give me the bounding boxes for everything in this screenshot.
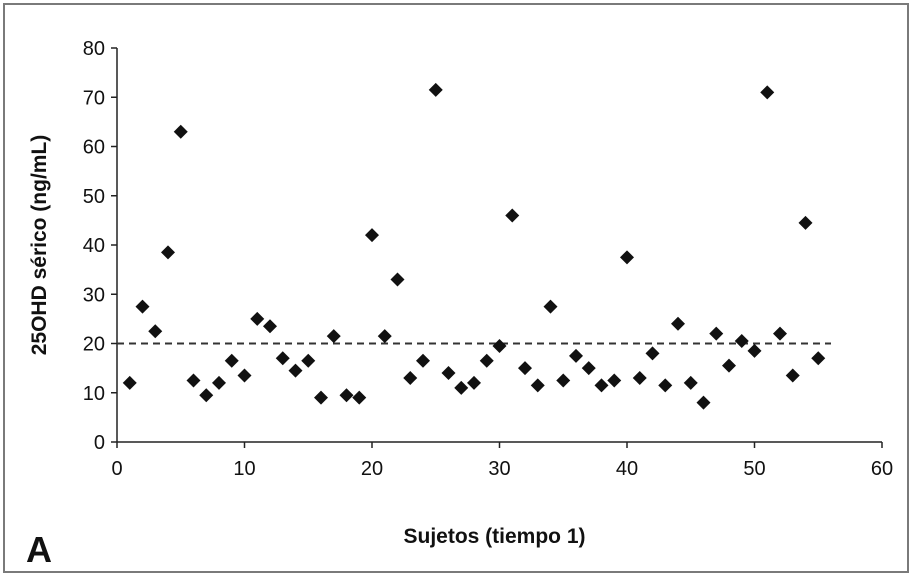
data-point — [747, 343, 762, 358]
data-point — [161, 245, 175, 260]
data-point — [122, 375, 137, 390]
y-axis-title: 25OHD sérico (ng/mL) — [28, 135, 51, 356]
y-axis-ticks: 0 10 20 30 40 50 60 70 80 — [83, 38, 117, 454]
data-point — [581, 361, 596, 376]
data-point — [479, 353, 494, 368]
data-point — [632, 370, 647, 385]
y-tick-label: 70 — [83, 87, 105, 109]
data-point — [428, 82, 443, 97]
data-point — [263, 319, 277, 334]
y-tick-label: 60 — [83, 137, 105, 159]
data-point — [326, 329, 341, 344]
figure-frame — [3, 3, 909, 573]
data-point — [288, 363, 303, 378]
data-point — [199, 388, 214, 403]
panel-label: A — [26, 529, 52, 570]
data-point — [620, 250, 634, 265]
data-point — [518, 361, 532, 376]
data-point — [186, 373, 201, 388]
data-point — [416, 353, 430, 368]
y-tick-label: 30 — [83, 284, 105, 306]
data-point — [811, 351, 826, 366]
data-point — [734, 334, 749, 349]
x-axis-title: Sujetos (tiempo 1) — [403, 525, 585, 548]
y-tick-label: 50 — [83, 186, 105, 208]
data-point — [671, 316, 685, 331]
y-tick-label: 0 — [94, 432, 105, 454]
data-point — [645, 346, 660, 361]
data-point — [709, 326, 724, 341]
x-axis-ticks: 0 10 20 30 40 50 60 — [111, 442, 893, 480]
data-point — [556, 373, 571, 388]
x-tick-label: 50 — [743, 458, 765, 480]
data-point — [148, 324, 163, 339]
data-point — [798, 215, 813, 230]
data-point — [785, 368, 800, 383]
data-point — [696, 395, 711, 410]
data-point — [212, 375, 226, 390]
x-tick-label: 20 — [361, 458, 383, 480]
y-tick-label: 20 — [83, 334, 105, 356]
data-point — [403, 370, 418, 385]
x-tick-label: 60 — [871, 458, 893, 480]
data-point — [237, 368, 252, 383]
data-point — [301, 353, 316, 368]
axes — [116, 48, 882, 443]
data-point — [760, 85, 775, 100]
data-point — [339, 388, 354, 403]
data-point — [492, 338, 507, 353]
data-point — [607, 373, 622, 388]
data-point — [569, 348, 583, 363]
x-tick-label: 30 — [488, 458, 510, 480]
data-point — [658, 378, 673, 393]
y-tick-label: 40 — [83, 235, 105, 257]
data-point — [454, 380, 469, 395]
x-tick-label: 0 — [111, 458, 122, 480]
data-point — [390, 272, 405, 287]
data-point — [314, 390, 328, 405]
data-point — [722, 358, 736, 373]
data-point — [543, 299, 558, 314]
data-point — [594, 378, 609, 393]
data-point — [224, 353, 239, 368]
data-point — [773, 326, 787, 341]
data-point — [135, 299, 150, 314]
data-point — [173, 124, 188, 139]
data-point — [275, 351, 290, 366]
x-tick-label: 40 — [616, 458, 638, 480]
data-point — [530, 378, 545, 393]
data-point — [505, 208, 520, 223]
data-point — [352, 390, 367, 405]
x-tick-label: 10 — [233, 458, 255, 480]
data-point — [377, 329, 392, 344]
data-points — [122, 82, 826, 410]
y-tick-label: 10 — [83, 383, 105, 405]
data-point — [365, 228, 379, 243]
data-point — [683, 375, 698, 390]
data-point — [250, 311, 265, 326]
data-point — [441, 366, 456, 381]
y-tick-label: 80 — [83, 38, 105, 60]
data-point — [467, 375, 481, 390]
